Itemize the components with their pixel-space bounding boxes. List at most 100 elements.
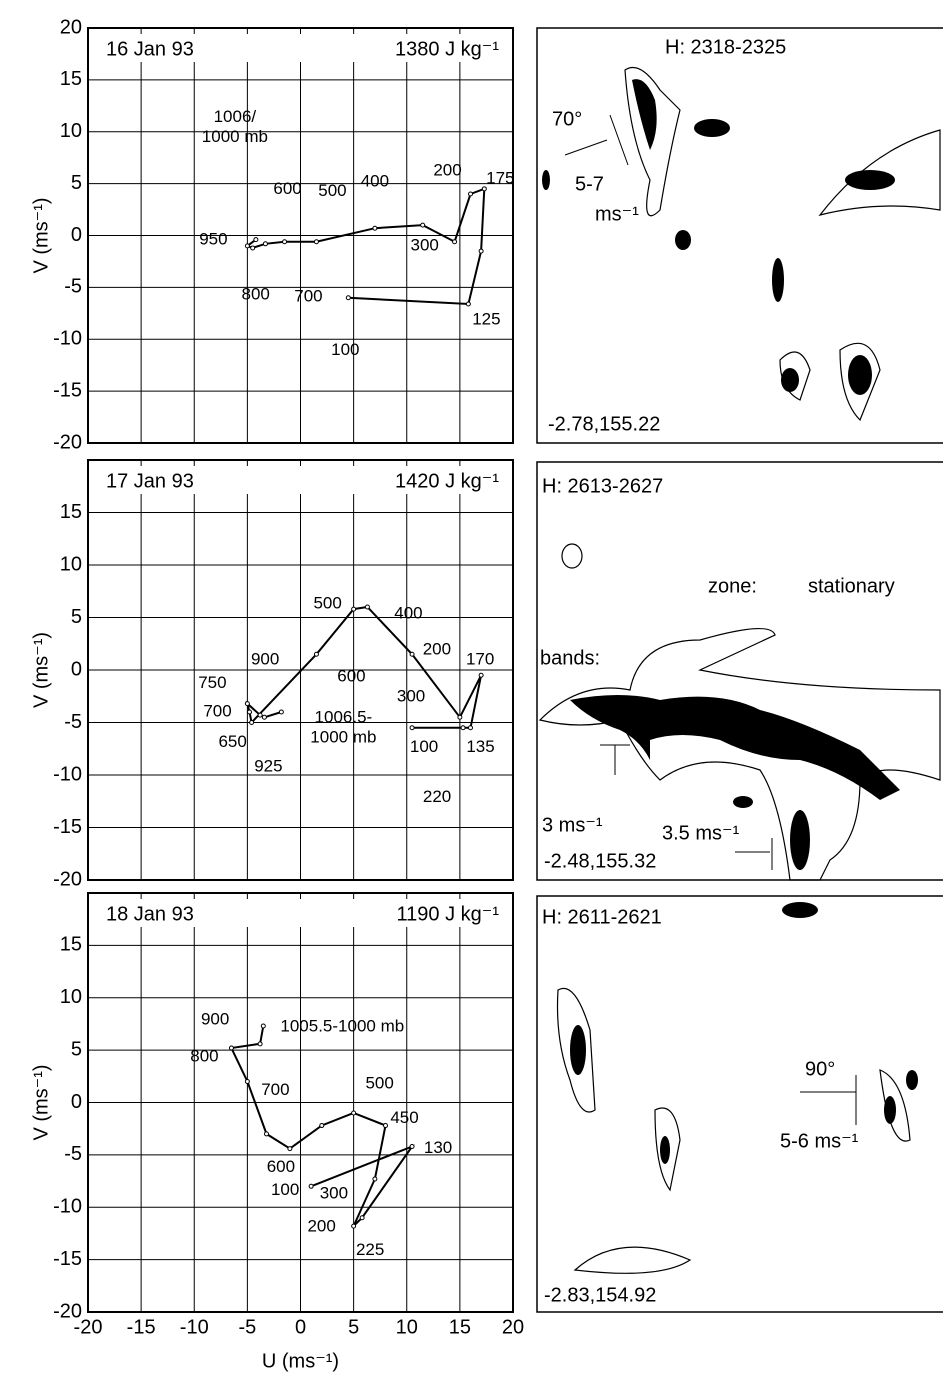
- point-label: 950: [199, 229, 227, 248]
- point-label: 300: [411, 236, 439, 255]
- x-tick-label: 15: [449, 1316, 471, 1338]
- y-axis-label: V (ms⁻¹): [30, 1064, 52, 1140]
- echo: [772, 258, 784, 302]
- y-tick-label: 20: [60, 16, 82, 38]
- echo: [654, 1107, 681, 1192]
- zone-label: zone:: [708, 575, 757, 597]
- x-tick-label: -5: [238, 1316, 256, 1338]
- point-label: 300: [320, 1183, 348, 1202]
- point-label: 100: [331, 340, 359, 359]
- echo: [694, 119, 730, 137]
- hodograph-point: [372, 1176, 378, 1182]
- title-box: [102, 899, 499, 927]
- echo: [561, 543, 583, 569]
- hodograph-point: [345, 295, 351, 301]
- hodograph-point: [228, 1045, 234, 1051]
- point-label: 400: [361, 172, 389, 191]
- hodograph-point: [452, 239, 458, 245]
- motion-angle: 90°: [805, 1058, 835, 1080]
- panel-coords: -2.48,155.32: [544, 850, 656, 872]
- x-tick-label: 10: [396, 1316, 418, 1338]
- y-tick-label: 10: [60, 986, 82, 1008]
- hodograph-point: [351, 606, 357, 612]
- zone-kind: stationary: [808, 575, 895, 597]
- panel-cape: 1420 J kg⁻¹: [395, 470, 499, 492]
- hodograph-point: [282, 239, 288, 245]
- radar-panel: H: 2611-2621 90° 5-6 ms⁻¹ -2.83,154.92: [536, 895, 943, 1313]
- hodograph-point: [468, 191, 473, 197]
- x-tick-label: 5: [348, 1316, 359, 1338]
- hodograph-point: [257, 712, 263, 718]
- echo: [624, 66, 681, 217]
- motion-speed: 3.5 ms⁻¹: [662, 822, 740, 844]
- plot-frame: [87, 459, 514, 881]
- hodograph-point: [460, 725, 466, 731]
- point-label: 700: [203, 701, 231, 720]
- hodograph-point: [250, 245, 256, 251]
- echo: [570, 695, 900, 800]
- point-label: 100: [410, 737, 438, 756]
- y-tick-label: -20: [53, 868, 82, 890]
- point-label: 125: [472, 309, 500, 328]
- echo: [556, 987, 596, 1113]
- point-label: 700: [294, 286, 322, 305]
- y-tick-label: -10: [53, 763, 82, 785]
- y-tick-label: 0: [71, 658, 82, 680]
- point-label: 100: [271, 1180, 299, 1199]
- motion-speed: 3 ms⁻¹: [542, 814, 603, 836]
- point-label: 200: [307, 1217, 335, 1236]
- hodograph-point: [420, 222, 426, 228]
- y-tick-label: 0: [71, 224, 82, 246]
- hodograph-point: [351, 1110, 357, 1116]
- point-label: 600: [273, 179, 301, 198]
- y-tick-label: -15: [53, 1248, 82, 1270]
- panel-header: H: 2611-2621: [542, 906, 662, 928]
- y-tick-label: -20: [53, 431, 82, 453]
- point-label: 200: [433, 160, 461, 179]
- x-tick-label: -15: [127, 1316, 156, 1338]
- motion-arrow: [564, 139, 608, 156]
- title-box: [102, 466, 499, 494]
- panel-header: H: 2318-2325: [665, 36, 786, 58]
- echo: [790, 810, 810, 870]
- hodograph-point: [253, 237, 259, 243]
- panel-frame: [536, 27, 943, 444]
- radar-panel: H: 2318-2325 70° 5-7 ms⁻¹ -2.78,155.22: [536, 27, 943, 444]
- point-label: 225: [356, 1240, 384, 1259]
- motion-angle: 70°: [552, 108, 582, 130]
- hodograph-point: [468, 725, 473, 731]
- point-label: 900: [251, 650, 279, 669]
- hodograph-point: [264, 1131, 269, 1137]
- point-label: 200: [423, 640, 451, 659]
- echo: [573, 1246, 692, 1274]
- panel-frame: [536, 461, 943, 881]
- hodograph-point: [261, 714, 267, 720]
- hodograph-point: [409, 725, 415, 731]
- echo: [845, 170, 895, 190]
- y-tick-label: 5: [71, 606, 82, 628]
- hodograph-point: [244, 1079, 250, 1085]
- panel-header: H: 2613-2627: [542, 475, 663, 497]
- point-label: 400: [394, 603, 422, 622]
- y-axis-label: V (ms⁻¹): [30, 632, 52, 708]
- hodograph-point: [262, 241, 268, 247]
- hodograph-point: [478, 672, 484, 678]
- x-tick-label: -10: [180, 1316, 209, 1338]
- hodograph-point: [465, 301, 471, 307]
- panel-cape: 1380 J kg⁻¹: [395, 38, 499, 60]
- hodograph-point: [313, 239, 319, 245]
- point-label: 175: [486, 168, 514, 187]
- echo: [839, 342, 881, 422]
- y-tick-label: 0: [71, 1091, 82, 1113]
- point-label: 925: [254, 757, 282, 776]
- hodograph-point: [372, 225, 378, 231]
- hodograph-point: [244, 701, 250, 707]
- point-label: 600: [337, 667, 365, 686]
- panel-coords: -2.83,154.92: [544, 1284, 656, 1306]
- hodograph-line: [245, 187, 486, 306]
- hodograph-point: [249, 720, 255, 725]
- point-label: 1006.5-: [315, 707, 373, 726]
- echo: [542, 170, 550, 190]
